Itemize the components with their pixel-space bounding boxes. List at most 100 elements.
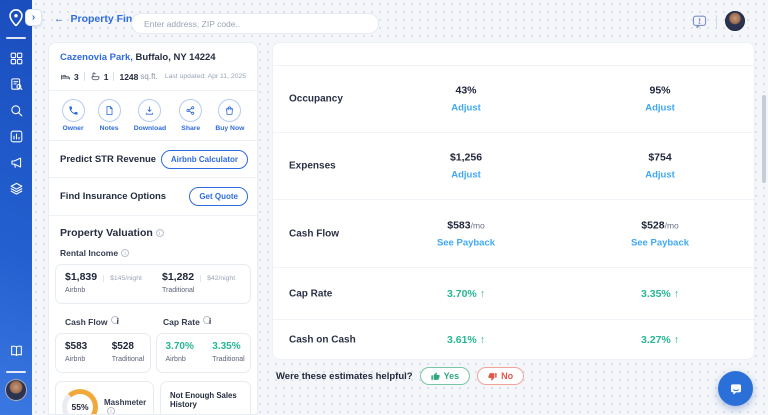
cash-on-cash-traditional-value: 3.27% ↑ bbox=[640, 334, 680, 346]
see-payback-airbnb-link[interactable]: See Payback bbox=[436, 237, 496, 248]
feedback-no-button[interactable]: No bbox=[477, 367, 525, 385]
sidebar-item-analytics[interactable] bbox=[3, 123, 29, 149]
last-updated: Last updated: Apr 11, 2025 bbox=[164, 73, 246, 80]
table-row-cash-on-cash: Cash on Cash 3.61% ↑ 3.27% ↑ bbox=[273, 320, 754, 359]
share-button[interactable]: Share bbox=[179, 99, 203, 132]
sidebar-item-marketing[interactable] bbox=[3, 149, 29, 175]
investment-analysis-table: Occupancy 43% Adjust 95% Adjust Expenses… bbox=[272, 42, 755, 360]
up-arrow-icon: ↑ bbox=[479, 287, 486, 300]
header-separator bbox=[716, 14, 717, 28]
cash-flow-airbnb-value: $583/mo bbox=[447, 219, 485, 231]
airbnb-calculator-button[interactable]: Airbnb Calculator bbox=[160, 149, 248, 169]
estimates-feedback: Were these estimates helpful? Yes No bbox=[276, 367, 525, 385]
adjust-occupancy-airbnb-link[interactable]: Adjust bbox=[451, 102, 481, 114]
table-row-cap-rate: Cap Rate 3.70% ↑ 3.35% ↑ bbox=[273, 268, 754, 320]
neighborhood-link[interactable]: Cazenovia Park, bbox=[60, 52, 133, 63]
table-row-expenses: Expenses $1,256 Adjust $754 Adjust bbox=[273, 133, 754, 200]
sales-history-message: Not Enough Sales History bbox=[170, 391, 237, 409]
cap-rate-airbnb-value: 3.70% ↑ bbox=[446, 287, 486, 300]
buy-now-button[interactable]: Buy Now bbox=[215, 99, 244, 132]
sidebar-divider bbox=[6, 371, 26, 373]
dashboard-grid-icon bbox=[10, 52, 22, 64]
feedback-question: Were these estimates helpful? bbox=[276, 370, 413, 382]
beds-count: 3 bbox=[74, 71, 79, 82]
get-quote-button[interactable]: Get Quote bbox=[189, 187, 248, 206]
download-button[interactable]: Download bbox=[134, 99, 166, 132]
cap-rate-label: Cap Rate bbox=[153, 316, 251, 327]
thumbs-down-icon bbox=[488, 372, 497, 381]
rental-income-box: $1,839 $145/night Airbnb $1,282 $42/nigh… bbox=[55, 264, 251, 304]
note-document-icon bbox=[106, 105, 113, 116]
insurance-label: Find Insurance Options bbox=[60, 191, 167, 202]
table-row-partial bbox=[273, 43, 754, 66]
mashmeter-label: Mashmeter bbox=[104, 398, 153, 414]
feedback-yes-button[interactable]: Yes bbox=[419, 367, 471, 385]
mashvisor-logo-icon bbox=[5, 7, 27, 29]
layers-icon bbox=[10, 182, 22, 195]
expenses-airbnb-value: $1,256 bbox=[449, 151, 483, 164]
owner-button[interactable]: Owner bbox=[61, 99, 85, 132]
thumbs-up-icon bbox=[430, 371, 440, 380]
vertical-scrollbar[interactable] bbox=[762, 95, 766, 183]
rental-income-airbnb: $1,839 $145/night Airbnb bbox=[65, 271, 142, 294]
feedback-chat-icon[interactable] bbox=[691, 13, 708, 30]
cash-on-cash-airbnb-value: 3.61% ↑ bbox=[446, 334, 486, 346]
info-icon[interactable] bbox=[107, 407, 115, 414]
bed-icon bbox=[61, 74, 70, 80]
back-arrow-icon: ← bbox=[54, 13, 65, 25]
str-revenue-label: Predict STR Revenue bbox=[60, 153, 157, 165]
mashmeter-value: 55% bbox=[71, 402, 89, 412]
rental-income-label: Rental Income bbox=[60, 248, 246, 258]
document-search-icon bbox=[10, 77, 22, 90]
address-search-input[interactable] bbox=[131, 13, 379, 34]
search-icon bbox=[10, 104, 22, 116]
bar-chart-icon bbox=[10, 130, 22, 142]
share-icon bbox=[186, 106, 195, 115]
cap-rate-box: 3.70% Airbnb 3.35% Traditional bbox=[155, 333, 251, 373]
page-title: Property Finder bbox=[70, 13, 149, 25]
see-payback-traditional-link[interactable]: See Payback bbox=[630, 237, 690, 248]
adjust-expenses-traditional-link[interactable]: Adjust bbox=[645, 169, 675, 181]
sidebar-divider bbox=[6, 37, 26, 39]
property-valuation-title: Property Valuation bbox=[60, 227, 246, 239]
property-summary-panel: Cazenovia Park, Buffalo, NY 14224 3 1 12… bbox=[48, 42, 258, 415]
mashmeter-box: 55% Mashmeter bbox=[55, 381, 154, 414]
sidebar-user-avatar[interactable] bbox=[5, 379, 27, 401]
chat-launcher-button[interactable] bbox=[718, 371, 753, 406]
property-appreciation-box: Not Enough Sales History Property Apprec… bbox=[160, 381, 251, 414]
info-icon[interactable] bbox=[202, 316, 211, 324]
up-arrow-icon: ↑ bbox=[673, 334, 680, 346]
property-title: Cazenovia Park, Buffalo, NY 14224 bbox=[60, 52, 216, 63]
back-to-property-finder[interactable]: ← Property Finder bbox=[54, 13, 149, 25]
megaphone-icon bbox=[10, 157, 21, 168]
info-icon[interactable] bbox=[155, 229, 164, 237]
notes-button[interactable]: Notes bbox=[97, 99, 121, 132]
cash-flow-box: $583 Airbnb $528 Traditional bbox=[55, 333, 151, 373]
bath-icon bbox=[91, 72, 100, 81]
up-arrow-icon: ↑ bbox=[673, 287, 680, 300]
table-row-occupancy: Occupancy 43% Adjust 95% Adjust bbox=[273, 66, 754, 133]
sidebar-item-dashboard[interactable] bbox=[3, 45, 29, 71]
shopping-bag-icon bbox=[226, 106, 234, 115]
sqft-unit: sq.ft. bbox=[140, 72, 158, 81]
chat-icon bbox=[730, 383, 741, 395]
baths-count: 1 bbox=[103, 71, 109, 82]
sidebar-item-knowledge-center[interactable] bbox=[3, 337, 29, 363]
sidebar-item-search[interactable] bbox=[3, 97, 29, 123]
occupancy-airbnb-value: 43% bbox=[455, 84, 477, 97]
adjust-occupancy-traditional-link[interactable]: Adjust bbox=[645, 102, 675, 114]
sidebar-item-layers[interactable] bbox=[3, 175, 29, 201]
sidebar-item-property-search[interactable] bbox=[3, 71, 29, 97]
sidebar bbox=[0, 0, 32, 415]
sidebar-expand-button[interactable]: › bbox=[25, 9, 42, 26]
adjust-expenses-airbnb-link[interactable]: Adjust bbox=[451, 169, 481, 181]
up-arrow-icon: ↑ bbox=[479, 334, 486, 346]
info-icon[interactable] bbox=[121, 249, 130, 257]
table-row-cash-flow: Cash Flow $583/mo See Payback $528/mo Se… bbox=[273, 200, 754, 268]
phone-icon bbox=[68, 106, 78, 115]
book-icon bbox=[10, 345, 22, 356]
user-avatar[interactable] bbox=[725, 11, 745, 31]
cap-rate-traditional-value: 3.35% ↑ bbox=[640, 287, 680, 300]
info-icon[interactable] bbox=[110, 316, 119, 324]
